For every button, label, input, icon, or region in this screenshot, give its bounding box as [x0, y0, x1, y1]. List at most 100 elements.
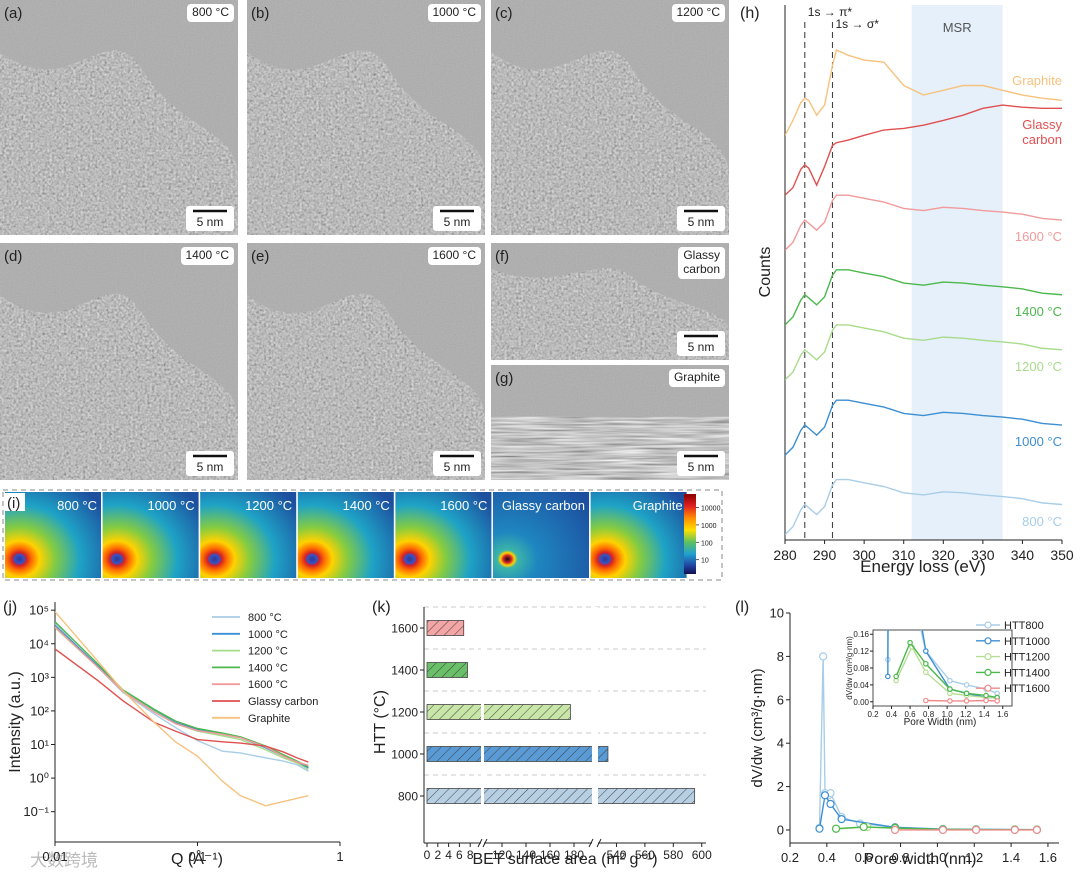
data-point: [890, 24, 894, 28]
y-tick-label: 1400: [391, 664, 418, 678]
scale-text: 5 nm: [197, 460, 224, 474]
image-label: (f): [495, 248, 509, 265]
image-tag: 1200 °C: [671, 4, 725, 22]
image-tag: Graphite: [668, 369, 725, 387]
inset-y-tick-label: 0.04: [853, 681, 869, 690]
x-tick-label: 1.2: [965, 850, 983, 865]
scale-text: 5 nm: [688, 340, 715, 354]
legend-label: HTT1200: [1004, 652, 1050, 664]
data-point: [885, 673, 891, 680]
data-point: [820, 791, 830, 800]
data-point: [890, 825, 900, 835]
inset-x-tick-label: 1.2: [960, 710, 972, 719]
x-tick-label: 600: [692, 848, 712, 862]
image-label: (b): [251, 5, 269, 22]
image-tag: 1600 °C: [427, 247, 481, 265]
label-bg: [5, 493, 25, 511]
panel-label: (l): [735, 599, 749, 616]
saxs-title: Glassy carbon: [502, 498, 585, 513]
x-tick-label: 0: [424, 848, 431, 862]
x-tick-label: 0.4: [818, 850, 836, 865]
inset-x-tick-label: 1.4: [979, 710, 991, 719]
data-point: [947, 677, 953, 684]
bar: [426, 662, 468, 678]
image-texture: [247, 50, 485, 236]
saxs-pattern: [297, 492, 394, 578]
image-tag: 800 °C: [187, 4, 234, 22]
y-axis-label: Counts: [757, 247, 774, 298]
scale-text: 5 nm: [688, 460, 715, 474]
legend-label: HTT1600: [1004, 683, 1050, 695]
saxs-title: 1600 °C: [440, 498, 487, 513]
data-point: [923, 660, 929, 667]
data-point: [963, 690, 970, 697]
y-tick-label: 10⁰: [29, 771, 49, 786]
x-tick-label: 1.6: [1039, 850, 1057, 865]
series-line: [55, 621, 309, 768]
saxs-pattern: [493, 492, 589, 578]
panel-label: (h): [740, 5, 760, 22]
image-texture: [0, 50, 238, 236]
x-tick-label: 340: [1011, 547, 1035, 563]
tem-image: (d) 5 nm: [0, 243, 238, 480]
x-tick-label: 280: [773, 547, 797, 563]
saxs-title: 800 °C: [57, 498, 97, 513]
x-tick-label: 0.8: [892, 850, 910, 865]
data-point: [923, 697, 929, 704]
saxs-title: 1400 °C: [343, 498, 390, 513]
y-tick-label: 10⁻¹: [23, 804, 49, 819]
x-tick-label: 6: [456, 848, 463, 862]
y-axis-label: HTT (°C): [372, 690, 389, 754]
colorbar-tick-label: 100: [701, 540, 713, 547]
series-line: [55, 626, 309, 766]
image-texture: [247, 293, 485, 480]
image-tag: 1400 °C: [180, 247, 234, 265]
x-tick-label: 2: [434, 848, 441, 862]
y-tick-label: 1200: [391, 706, 418, 720]
x-tick-label: 1: [336, 849, 343, 864]
image-label: (e): [251, 248, 269, 265]
saxs-pattern: [395, 492, 492, 578]
legend-label: 1600 °C: [248, 679, 288, 691]
data-point: [897, 446, 901, 450]
data-point: [983, 692, 989, 699]
inset-x-tick-label: 1.6: [997, 710, 1009, 719]
data-point: [923, 648, 929, 654]
inset-x-tick-label: 1.0: [942, 710, 954, 719]
x-tick-label: 350: [1050, 547, 1074, 563]
bar: [426, 746, 609, 762]
data-point: [963, 698, 970, 704]
image-tag: 1000 °C: [427, 4, 481, 22]
axis-break-gap: [481, 607, 484, 845]
series-line: [785, 478, 1062, 536]
data-point: [994, 698, 1000, 704]
y-tick-label: 10⁵: [29, 603, 49, 618]
legend-marker: [984, 684, 992, 692]
inset-x-tick-label: 0.4: [886, 710, 898, 719]
x-tick-label: 140: [516, 848, 536, 862]
x-tick-label: 580: [663, 848, 683, 862]
series-label: 1000 °C: [1014, 434, 1062, 450]
data-point: [947, 686, 953, 692]
legend-label: HTT1000: [1004, 636, 1050, 648]
data-point: [891, 193, 895, 197]
x-tick-label: 0.2: [781, 850, 799, 865]
data-point: [888, 24, 892, 28]
y-tick-label: 4: [777, 736, 784, 751]
x-axis-label: Energy loss (eV): [860, 557, 986, 576]
x-tick-label: 560: [635, 848, 655, 862]
series-line: [55, 623, 309, 772]
x-tick-label: 330: [971, 547, 995, 563]
series-line: [785, 399, 1062, 456]
legend-marker: [984, 652, 992, 661]
tem-image: (b) 5 nm: [247, 0, 485, 236]
data-point: [963, 682, 970, 688]
y-tick-label: 2: [777, 779, 784, 794]
series-line: [785, 324, 1062, 381]
shaded-region: [911, 5, 1003, 540]
image-label: (d): [4, 248, 22, 265]
saxs-title: 1000 °C: [147, 498, 194, 513]
x-axis-label: Pore width (nm): [864, 851, 977, 868]
x-tick-label: 1.0: [928, 850, 946, 865]
